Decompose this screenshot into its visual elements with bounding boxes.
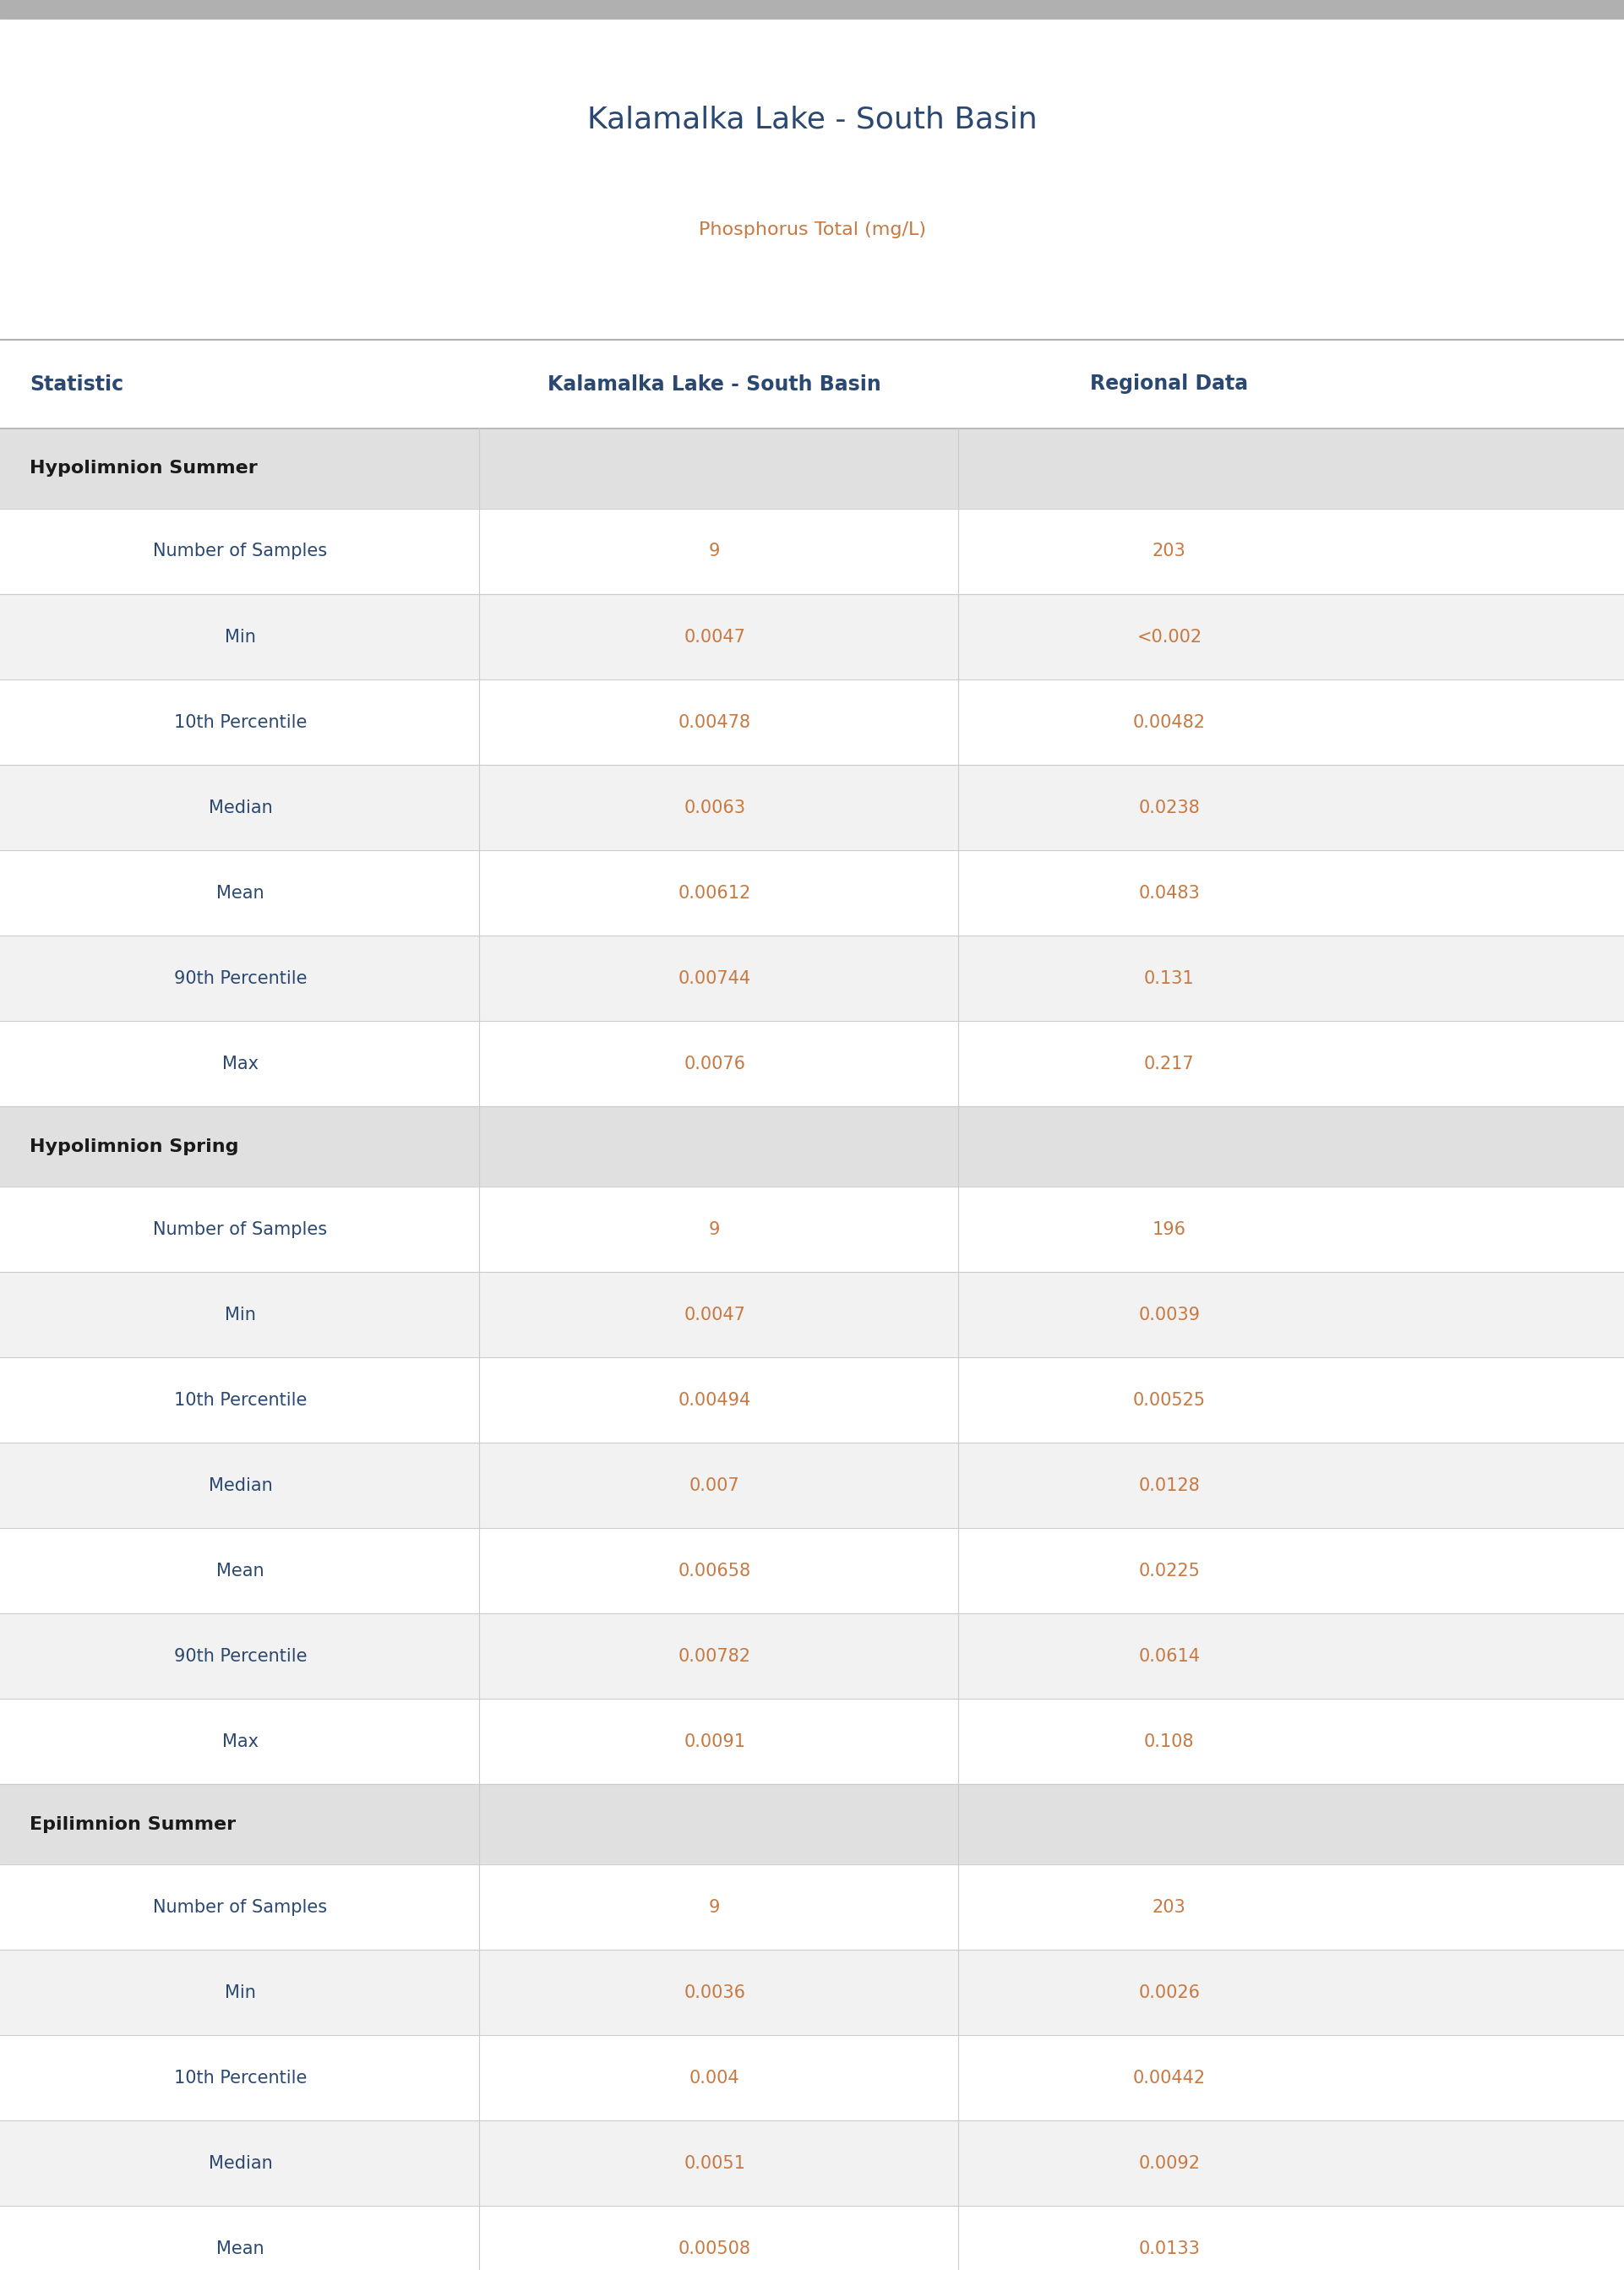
Text: 9: 9 bbox=[710, 1221, 719, 1237]
Bar bbox=[0, 1022, 1624, 1105]
Text: 0.217: 0.217 bbox=[1143, 1056, 1195, 1071]
Bar bbox=[0, 2120, 1624, 2206]
Text: 10th Percentile: 10th Percentile bbox=[174, 713, 307, 731]
Bar bbox=[0, 1784, 1624, 1864]
Text: Median: Median bbox=[208, 799, 273, 815]
Text: 0.00494: 0.00494 bbox=[679, 1392, 750, 1407]
Bar bbox=[0, 1864, 1624, 1950]
Text: 10th Percentile: 10th Percentile bbox=[174, 1392, 307, 1407]
Bar bbox=[0, 1614, 1624, 1698]
Text: 0.0133: 0.0133 bbox=[1138, 2240, 1200, 2256]
Text: 9: 9 bbox=[710, 543, 719, 561]
Bar bbox=[0, 935, 1624, 1021]
Bar bbox=[0, 595, 1624, 679]
Text: 0.007: 0.007 bbox=[689, 1478, 741, 1494]
Text: 0.0091: 0.0091 bbox=[684, 1732, 745, 1750]
Bar bbox=[0, 1698, 1624, 1784]
Text: 0.00612: 0.00612 bbox=[679, 885, 750, 901]
Text: 0.0036: 0.0036 bbox=[684, 1984, 745, 2000]
Text: 0.0047: 0.0047 bbox=[684, 1305, 745, 1323]
Text: 203: 203 bbox=[1153, 1898, 1186, 1916]
Text: Hypolimnion Spring: Hypolimnion Spring bbox=[29, 1137, 239, 1155]
Text: 90th Percentile: 90th Percentile bbox=[174, 969, 307, 987]
Text: 196: 196 bbox=[1153, 1221, 1186, 1237]
Text: 0.00525: 0.00525 bbox=[1134, 1392, 1205, 1407]
Bar bbox=[0, 1357, 1624, 1444]
Text: Median: Median bbox=[208, 1478, 273, 1494]
Text: 0.0614: 0.0614 bbox=[1138, 1648, 1200, 1664]
Text: 90th Percentile: 90th Percentile bbox=[174, 1648, 307, 1664]
Text: Min: Min bbox=[224, 1305, 257, 1323]
Text: 0.0092: 0.0092 bbox=[1138, 2154, 1200, 2172]
Text: 0.0238: 0.0238 bbox=[1138, 799, 1200, 815]
Text: Min: Min bbox=[224, 629, 257, 645]
Text: 9: 9 bbox=[710, 1898, 719, 1916]
Text: Min: Min bbox=[224, 1984, 257, 2000]
Bar bbox=[0, 1444, 1624, 1528]
Text: 0.0039: 0.0039 bbox=[1138, 1305, 1200, 1323]
Text: Statistic: Statistic bbox=[29, 375, 123, 395]
Text: 0.0051: 0.0051 bbox=[684, 2154, 745, 2172]
Bar bbox=[0, 2036, 1624, 2120]
Bar bbox=[0, 340, 1624, 429]
Text: Phosphorus Total (mg/L): Phosphorus Total (mg/L) bbox=[698, 222, 926, 238]
Bar bbox=[0, 765, 1624, 851]
Text: Median: Median bbox=[208, 2154, 273, 2172]
Text: Regional Data: Regional Data bbox=[1090, 375, 1249, 395]
Text: Epilimnion Summer: Epilimnion Summer bbox=[29, 1816, 235, 1832]
Text: Mean: Mean bbox=[216, 1562, 265, 1580]
Text: 0.0063: 0.0063 bbox=[684, 799, 745, 815]
Text: 0.0483: 0.0483 bbox=[1138, 885, 1200, 901]
Text: Kalamalka Lake - South Basin: Kalamalka Lake - South Basin bbox=[586, 107, 1038, 134]
Text: 0.00478: 0.00478 bbox=[679, 713, 750, 731]
Text: 0.00508: 0.00508 bbox=[679, 2240, 750, 2256]
Text: 0.00482: 0.00482 bbox=[1134, 713, 1205, 731]
Text: Kalamalka Lake - South Basin: Kalamalka Lake - South Basin bbox=[547, 375, 882, 395]
Text: 10th Percentile: 10th Percentile bbox=[174, 2070, 307, 2086]
Bar bbox=[0, 1271, 1624, 1357]
Text: 0.00782: 0.00782 bbox=[679, 1648, 750, 1664]
Bar bbox=[0, 1105, 1624, 1187]
Text: 0.0026: 0.0026 bbox=[1138, 1984, 1200, 2000]
Text: <0.002: <0.002 bbox=[1137, 629, 1202, 645]
Text: 0.131: 0.131 bbox=[1143, 969, 1195, 987]
Text: 0.00658: 0.00658 bbox=[679, 1562, 750, 1580]
Bar bbox=[0, 18, 1624, 340]
Text: 203: 203 bbox=[1153, 543, 1186, 561]
Text: Hypolimnion Summer: Hypolimnion Summer bbox=[29, 461, 258, 477]
Text: 0.00442: 0.00442 bbox=[1134, 2070, 1205, 2086]
Bar bbox=[0, 2206, 1624, 2270]
Bar bbox=[0, 851, 1624, 935]
Bar bbox=[0, 508, 1624, 595]
Text: Number of Samples: Number of Samples bbox=[153, 1221, 328, 1237]
Text: 0.004: 0.004 bbox=[689, 2070, 741, 2086]
Text: Mean: Mean bbox=[216, 2240, 265, 2256]
Bar bbox=[0, 429, 1624, 508]
Text: Number of Samples: Number of Samples bbox=[153, 543, 328, 561]
Text: Number of Samples: Number of Samples bbox=[153, 1898, 328, 1916]
Bar bbox=[0, 679, 1624, 765]
Bar bbox=[0, 1187, 1624, 1271]
Text: 0.108: 0.108 bbox=[1145, 1732, 1194, 1750]
Text: 0.0225: 0.0225 bbox=[1138, 1562, 1200, 1580]
Text: 0.00744: 0.00744 bbox=[679, 969, 750, 987]
Bar bbox=[0, 1528, 1624, 1614]
Text: 0.0076: 0.0076 bbox=[684, 1056, 745, 1071]
Text: Mean: Mean bbox=[216, 885, 265, 901]
Text: 0.0128: 0.0128 bbox=[1138, 1478, 1200, 1494]
Text: Max: Max bbox=[222, 1056, 258, 1071]
Text: Max: Max bbox=[222, 1732, 258, 1750]
Bar bbox=[0, 0, 1624, 18]
Text: 0.0047: 0.0047 bbox=[684, 629, 745, 645]
Bar bbox=[0, 1950, 1624, 2036]
